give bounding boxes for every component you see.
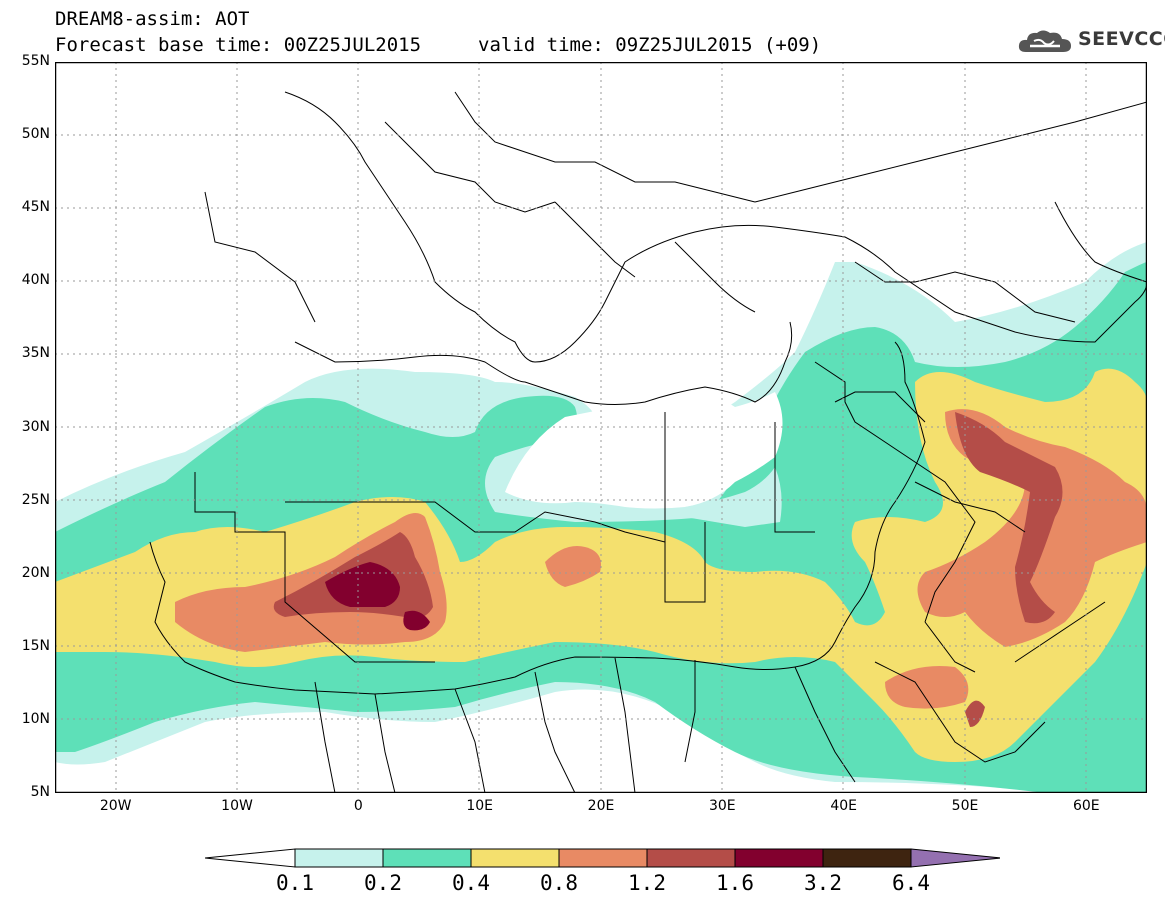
lon-label: 20E bbox=[587, 798, 615, 814]
colorbar-segment bbox=[734, 848, 824, 868]
lat-label: 35N bbox=[21, 345, 50, 362]
lat-label: 30N bbox=[21, 418, 50, 435]
country-borders bbox=[149, 91, 1147, 793]
lon-label: 40E bbox=[830, 798, 857, 814]
colorbar-segment bbox=[294, 848, 384, 868]
lon-label: 50E bbox=[951, 798, 979, 814]
colorbar bbox=[205, 848, 1000, 868]
logo-text: SEEVCCC bbox=[1078, 28, 1165, 50]
lat-label: 50N bbox=[21, 126, 50, 143]
colorbar-segment bbox=[558, 848, 648, 868]
colorbar-segment bbox=[470, 848, 560, 868]
graticule bbox=[55, 62, 1147, 793]
colorbar-label: 6.4 bbox=[892, 871, 930, 895]
map-title: DREAM8-assim: AOT bbox=[55, 8, 250, 30]
cloud-icon bbox=[1018, 30, 1071, 52]
map-border bbox=[55, 62, 1147, 793]
colorbar-label: 1.2 bbox=[628, 871, 666, 895]
colorbar-label: 0.2 bbox=[364, 871, 402, 895]
colorbar-segment bbox=[822, 848, 912, 868]
aot-band-0.4 bbox=[55, 368, 1147, 762]
aot-gap-libya bbox=[505, 392, 783, 509]
lat-label: 20N bbox=[21, 564, 50, 581]
map-area bbox=[55, 62, 1147, 793]
colorbar-segment bbox=[382, 848, 472, 868]
lon-label: 30E bbox=[708, 798, 736, 814]
valid-time: valid time: 09Z25JUL2015 (+09) bbox=[478, 34, 822, 56]
lon-label: 0 bbox=[353, 798, 363, 814]
lat-label: 5N bbox=[30, 784, 50, 800]
colorbar-segment bbox=[646, 848, 736, 868]
lat-label: 40N bbox=[21, 272, 50, 289]
colorbar-label: 1.6 bbox=[716, 871, 754, 895]
lat-label: 25N bbox=[21, 491, 50, 508]
lat-label: 45N bbox=[21, 199, 50, 216]
lon-label: 20W bbox=[99, 798, 132, 814]
colorbar-label: 0.4 bbox=[452, 871, 490, 895]
lat-label: 10N bbox=[21, 710, 50, 727]
lon-label: 10W bbox=[221, 798, 253, 814]
colorbar-high-triangle bbox=[910, 848, 1000, 868]
lon-label: 10E bbox=[466, 798, 493, 814]
lat-label: 15N bbox=[21, 637, 50, 654]
lon-label: 60E bbox=[1072, 798, 1100, 814]
lat-label: 55N bbox=[21, 53, 50, 69]
colorbar-label: 3.2 bbox=[804, 871, 842, 895]
forecast-base-time: Forecast base time: 00Z25JUL2015 bbox=[55, 34, 422, 56]
colorbar-label: 0.1 bbox=[276, 871, 314, 895]
colorbar-low-triangle bbox=[205, 848, 296, 868]
aot-band-0.1-egypt bbox=[685, 467, 782, 527]
seevccc-logo: SEEVCCC bbox=[1016, 26, 1165, 56]
colorbar-label: 0.8 bbox=[540, 871, 578, 895]
aot-shading bbox=[55, 242, 1147, 793]
